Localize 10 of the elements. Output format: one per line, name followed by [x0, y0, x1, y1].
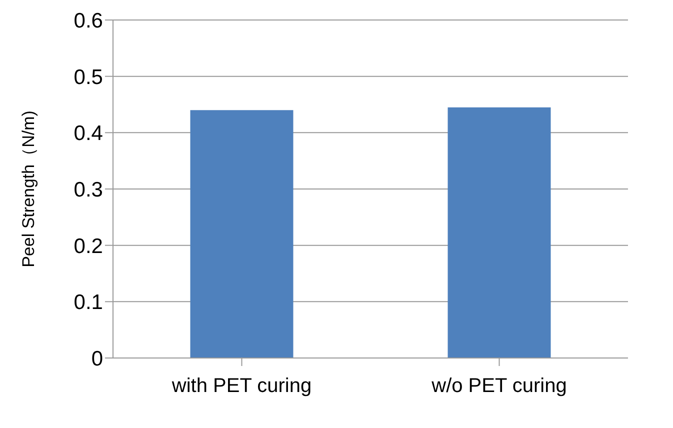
y-tick-label: 0.4 [74, 122, 104, 146]
y-axis-title: Peel Strength（N/m) [19, 110, 38, 268]
y-tick-label: 0 [91, 347, 103, 370]
y-tick-label: 0.6 [74, 9, 103, 32]
x-tick-label: with PET curing [170, 375, 312, 398]
y-tick-label: 0.3 [74, 178, 103, 202]
y-tick-label: 0.5 [74, 66, 103, 89]
y-tick-label: 0.2 [74, 234, 103, 258]
x-tick-label: w/o PET curing [430, 375, 567, 398]
y-tick-label: 0.1 [74, 291, 103, 314]
